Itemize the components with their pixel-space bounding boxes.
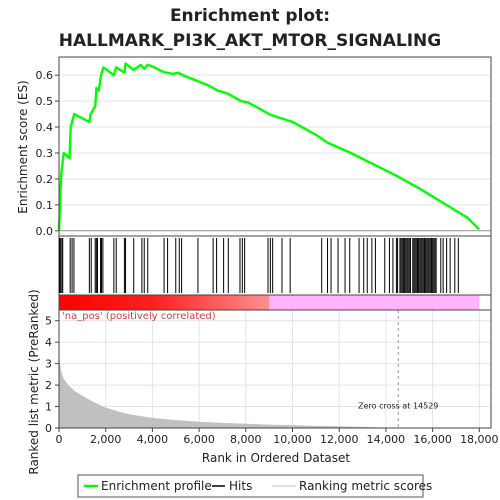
hits-panel: [58, 235, 492, 296]
legend-box: [77, 474, 424, 498]
metric-xtick-label: 2,000: [90, 433, 122, 446]
zero-cross-label: Zero cross at 14529: [358, 401, 438, 410]
es-tick-label: 0.1: [36, 199, 54, 212]
metric-ytick-label: 2: [45, 379, 52, 392]
legend-label-enrichment: Enrichment profile: [101, 479, 212, 493]
rank-bar-positive: [59, 295, 270, 310]
metric-ytick-label: 3: [45, 358, 52, 371]
metric-ytick-label: 5: [45, 315, 52, 328]
metric-xtick-label: 14,000: [367, 433, 406, 446]
metric-xtick-label: 4,000: [137, 433, 169, 446]
legend-label-metric: Ranking metric scores: [299, 479, 432, 493]
metric-xtick-label: 18,000: [460, 433, 499, 446]
es-axis-title: Enrichment score (ES): [16, 80, 30, 213]
metric-frame: [58, 309, 492, 429]
metric-ytick-label: 0: [45, 422, 52, 435]
rank-bar-negative: [269, 295, 480, 310]
metric-axis-title: Ranked list metric (PreRanked): [27, 289, 41, 474]
hits-frame: [58, 235, 492, 296]
positive-correlation-label: 'na_pos' (positively correlated): [62, 311, 216, 322]
metric-xtick-label: 6,000: [183, 433, 215, 446]
es-tick-label: 0.4: [36, 121, 54, 134]
enrichment-profile-line: [57, 62, 481, 231]
es-tick-label: 0.5: [36, 95, 54, 108]
es-tick-label: 0.6: [36, 69, 54, 82]
metric-xtick-label: 10,000: [273, 433, 312, 446]
es-tick-label: 0.3: [36, 147, 54, 160]
es-tick-label: 0.0: [36, 225, 54, 238]
es-tick-label: 0.2: [36, 173, 54, 186]
chart-title-line2: HALLMARK_PI3K_AKT_MTOR_SIGNALING: [59, 31, 441, 51]
ranking-metric-area: [59, 314, 480, 428]
chart-title-line1: Enrichment plot:: [170, 6, 330, 26]
es-panel: 0.0 0.1 0.2 0.3 0.4 0.5 0.6: [36, 56, 492, 238]
metric-ytick-label: 1: [45, 401, 52, 414]
metric-ytick-label: 4: [45, 336, 52, 349]
es-plot-area: [59, 57, 491, 236]
metric-plot-area: [59, 310, 491, 428]
metric-panel: 0 1 2 3 4 5 Zero cross at 14529 'na_pos' (posit…: [45, 309, 499, 446]
metric-xtick-label: 12,000: [320, 433, 359, 446]
metric-xtick-label: 8,000: [230, 433, 262, 446]
x-axis-title: Rank in Ordered Dataset: [202, 451, 350, 465]
legend-label-hits: Hits: [229, 479, 252, 493]
metric-xtick-label: 0: [56, 433, 63, 446]
metric-xtick-label: 16,000: [413, 433, 452, 446]
legend: Enrichment profile Hits Ranking metric s…: [77, 474, 432, 498]
rank-bar-panel: [58, 294, 492, 311]
